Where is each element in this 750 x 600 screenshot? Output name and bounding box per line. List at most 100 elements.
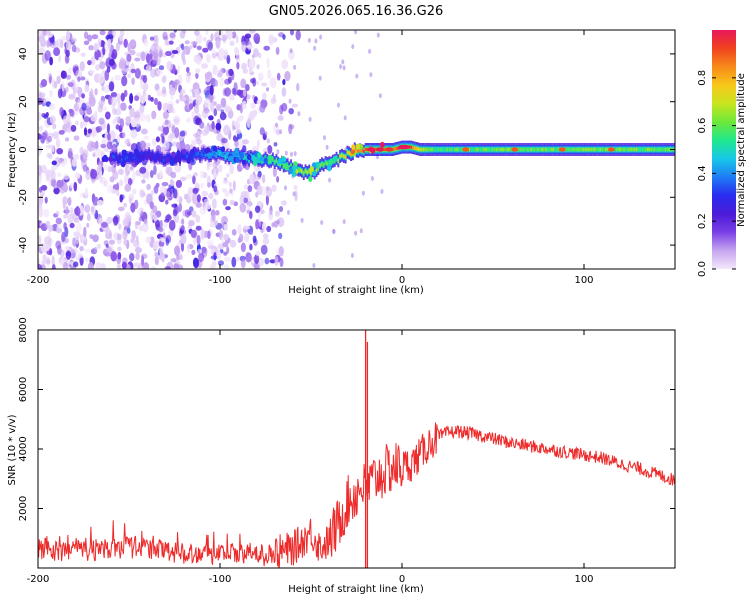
ridge-core <box>523 147 525 152</box>
noise-speckle <box>47 229 51 239</box>
noise-speckle <box>106 123 110 134</box>
noise-speckle <box>117 264 121 269</box>
ridge-core <box>415 146 418 151</box>
noise-speckle <box>188 103 194 110</box>
noise-speckle <box>69 182 75 189</box>
noise-speckle <box>83 248 91 253</box>
noise-speckle <box>337 102 340 108</box>
noise-speckle <box>174 245 181 257</box>
noise-speckle <box>248 66 253 73</box>
ridge-core <box>575 147 578 152</box>
noise-speckle <box>290 151 293 157</box>
ridge-core <box>359 148 362 152</box>
noise-speckle <box>275 128 281 136</box>
noise-speckle <box>256 64 260 70</box>
snr-y-axis: 2000 4000 6000 8000 <box>18 317 675 521</box>
ridge-core <box>273 160 276 165</box>
ridge-core <box>317 167 320 171</box>
noise-speckle <box>125 61 131 66</box>
noise-speckle <box>284 71 291 82</box>
ridge-core <box>532 147 534 152</box>
ridge-core <box>572 147 575 152</box>
noise-speckle <box>212 64 218 76</box>
ridge-core <box>574 147 576 152</box>
noise-speckle <box>369 72 373 78</box>
ridge-blob <box>204 147 209 154</box>
y-tick-label: 8000 <box>18 317 29 342</box>
noise-speckle <box>61 231 66 243</box>
ridge-blob <box>121 161 126 168</box>
noise-speckle <box>141 128 148 135</box>
noise-speckle <box>175 99 180 104</box>
ridge-core <box>324 160 327 165</box>
noise-speckle <box>57 88 63 99</box>
ridge-core <box>510 147 513 152</box>
noise-speckle <box>98 163 102 173</box>
ridge-blob <box>292 171 297 178</box>
noise-speckle <box>275 46 280 55</box>
noise-speckle <box>166 191 171 198</box>
noise-speckle <box>297 111 301 117</box>
noise-speckle <box>300 217 304 223</box>
noise-speckle <box>140 51 146 62</box>
noise-speckle <box>196 234 201 246</box>
noise-speckle <box>109 130 116 140</box>
noise-speckle <box>153 165 157 176</box>
ridge-core <box>268 160 271 164</box>
noise-speckle <box>194 104 200 115</box>
ridge-core <box>193 151 196 155</box>
spectrogram-y-axis: -40 -20 0 20 40 <box>18 48 675 253</box>
noise-speckle <box>257 257 265 267</box>
noise-speckle <box>52 131 59 140</box>
ridge-blob <box>207 152 212 159</box>
ridge-core <box>215 153 218 157</box>
noise-speckle <box>142 262 150 269</box>
noise-speckle <box>267 69 272 80</box>
noise-speckle <box>264 131 268 137</box>
noise-speckle <box>46 40 50 48</box>
ridge-core <box>488 147 491 152</box>
ridge-blob <box>139 153 145 160</box>
noise-speckle <box>293 184 298 191</box>
y-tick-label: 6000 <box>18 377 29 402</box>
noise-speckle <box>90 204 96 216</box>
noise-speckle <box>150 44 155 52</box>
noise-speckle <box>210 33 214 42</box>
noise-speckle <box>207 240 214 246</box>
ridge-core <box>663 147 666 152</box>
y-tick-label: 0 <box>18 146 29 152</box>
noise-speckle <box>284 150 288 156</box>
ridge-core <box>162 158 165 162</box>
ridge-core <box>539 147 542 152</box>
noise-speckle <box>64 157 68 165</box>
noise-speckle <box>223 233 229 241</box>
noise-speckle <box>55 210 60 216</box>
noise-speckle <box>56 179 64 188</box>
noise-speckle <box>74 206 81 216</box>
noise-speckle <box>58 54 62 63</box>
noise-speckle <box>263 45 271 51</box>
noise-speckle <box>73 181 78 192</box>
noise-speckle <box>188 220 195 227</box>
y-tick-label: 20 <box>18 95 29 108</box>
noise-speckle <box>164 119 169 125</box>
noise-speckle <box>165 199 169 205</box>
ridge-core <box>348 151 351 155</box>
ridge-core <box>277 161 280 165</box>
noise-speckle <box>152 51 159 59</box>
noise-speckle <box>225 106 233 113</box>
noise-speckle <box>314 38 318 44</box>
ridge-blob <box>234 148 239 154</box>
noise-speckle <box>98 57 103 62</box>
noise-speckle <box>189 88 196 93</box>
noise-speckle <box>279 257 284 268</box>
noise-speckle <box>67 151 73 159</box>
noise-speckle <box>277 115 284 121</box>
ridge-core <box>115 154 118 158</box>
noise-speckle <box>194 88 200 99</box>
colorbar-tick-label: 0.6 <box>697 118 708 134</box>
ridge-blob <box>182 148 187 155</box>
ridge-core <box>628 147 631 152</box>
ridge-core <box>322 163 325 167</box>
noise-speckle <box>256 99 261 105</box>
